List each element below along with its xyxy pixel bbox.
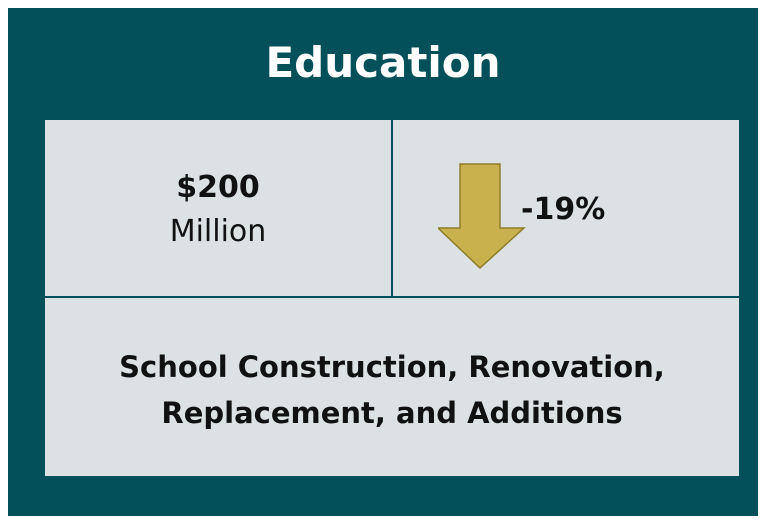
card: Education $200 Million -19% School Const… (8, 8, 758, 516)
description-line: Replacement, and Additions (161, 396, 623, 430)
change-cell: -19% (393, 120, 739, 296)
change: -19% (521, 192, 606, 227)
unit: Million (169, 214, 267, 249)
description-line: School Construction, Renovation, (119, 350, 665, 384)
amount: $200 (176, 170, 260, 205)
description: School Construction, Renovation, Replace… (45, 344, 739, 436)
title: Education (265, 38, 501, 87)
amount-cell: $200 Million (45, 120, 391, 296)
description-cell: School Construction, Renovation, Replace… (45, 298, 739, 476)
down-arrow (438, 163, 526, 270)
